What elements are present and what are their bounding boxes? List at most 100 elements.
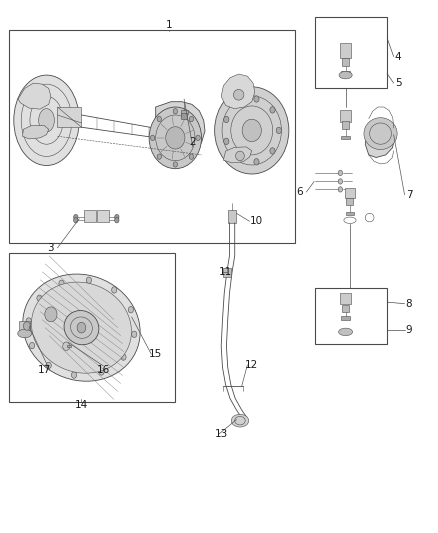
Bar	[181, 114, 187, 119]
Circle shape	[128, 306, 134, 313]
Circle shape	[189, 154, 194, 159]
Circle shape	[338, 187, 343, 192]
Bar	[340, 43, 351, 58]
Text: 14: 14	[75, 400, 88, 410]
Bar	[228, 210, 237, 223]
Text: 4: 4	[395, 52, 401, 61]
Bar	[315, 288, 387, 344]
Circle shape	[131, 331, 137, 337]
Ellipse shape	[18, 329, 32, 338]
Circle shape	[23, 322, 30, 330]
Ellipse shape	[32, 282, 131, 373]
Bar	[345, 188, 355, 198]
Circle shape	[121, 354, 126, 360]
Circle shape	[189, 116, 194, 122]
Circle shape	[46, 362, 51, 368]
Bar	[342, 305, 349, 312]
Circle shape	[71, 372, 77, 378]
Bar	[19, 321, 30, 330]
Bar	[57, 107, 81, 127]
Circle shape	[254, 96, 259, 102]
Ellipse shape	[64, 311, 99, 345]
Bar	[340, 110, 351, 122]
Ellipse shape	[231, 414, 249, 427]
Circle shape	[37, 295, 42, 301]
Polygon shape	[18, 83, 51, 109]
Polygon shape	[365, 119, 395, 158]
Circle shape	[77, 322, 86, 333]
Circle shape	[112, 287, 117, 293]
Bar	[315, 17, 387, 88]
Ellipse shape	[215, 87, 289, 174]
Bar	[10, 253, 175, 402]
Ellipse shape	[45, 307, 57, 322]
Circle shape	[63, 342, 70, 351]
Circle shape	[86, 277, 92, 284]
Circle shape	[115, 214, 119, 220]
Circle shape	[338, 170, 343, 175]
Circle shape	[276, 127, 282, 134]
Circle shape	[26, 318, 32, 324]
Text: 1: 1	[166, 20, 172, 30]
Bar	[223, 268, 231, 277]
Circle shape	[224, 138, 229, 144]
Bar	[346, 198, 353, 205]
Circle shape	[173, 162, 177, 167]
Polygon shape	[221, 74, 255, 109]
Circle shape	[196, 135, 200, 141]
Ellipse shape	[339, 328, 353, 336]
Text: 7: 7	[406, 190, 412, 200]
Circle shape	[59, 280, 64, 286]
Text: 9: 9	[406, 325, 412, 335]
Circle shape	[74, 214, 78, 220]
Text: 17: 17	[38, 365, 51, 375]
Bar	[84, 210, 96, 222]
Ellipse shape	[166, 127, 185, 149]
Bar	[342, 122, 349, 130]
Circle shape	[236, 100, 241, 106]
Circle shape	[270, 148, 275, 154]
Ellipse shape	[14, 75, 79, 165]
Bar	[340, 293, 351, 304]
Circle shape	[29, 342, 35, 349]
Bar	[180, 110, 187, 114]
Bar	[346, 212, 354, 215]
Circle shape	[236, 155, 241, 161]
Circle shape	[173, 109, 177, 114]
Ellipse shape	[233, 90, 244, 100]
Ellipse shape	[339, 71, 352, 79]
Circle shape	[254, 159, 259, 165]
Text: 8: 8	[406, 298, 412, 309]
Bar	[341, 136, 350, 139]
Bar	[67, 345, 71, 348]
Bar	[341, 71, 350, 75]
Ellipse shape	[39, 109, 54, 132]
Text: 5: 5	[395, 78, 401, 88]
Bar	[10, 30, 295, 243]
Text: 15: 15	[149, 349, 162, 359]
Text: 12: 12	[245, 360, 258, 370]
Circle shape	[338, 179, 343, 184]
Polygon shape	[223, 147, 252, 163]
Polygon shape	[155, 102, 205, 155]
Circle shape	[270, 107, 275, 113]
Circle shape	[157, 116, 162, 122]
Text: 10: 10	[250, 216, 263, 227]
Text: 11: 11	[219, 267, 232, 277]
Ellipse shape	[236, 151, 244, 161]
Circle shape	[224, 116, 229, 123]
Text: 2: 2	[190, 136, 196, 147]
Circle shape	[150, 135, 155, 141]
Ellipse shape	[364, 118, 397, 150]
Circle shape	[157, 154, 162, 159]
Bar	[97, 210, 109, 222]
Ellipse shape	[242, 119, 261, 142]
Circle shape	[74, 217, 78, 223]
Circle shape	[99, 369, 104, 375]
Text: 16: 16	[97, 365, 110, 375]
Bar	[341, 317, 350, 320]
Circle shape	[115, 217, 119, 223]
Bar	[342, 58, 349, 66]
Text: 13: 13	[215, 429, 228, 439]
Text: 3: 3	[48, 243, 54, 253]
